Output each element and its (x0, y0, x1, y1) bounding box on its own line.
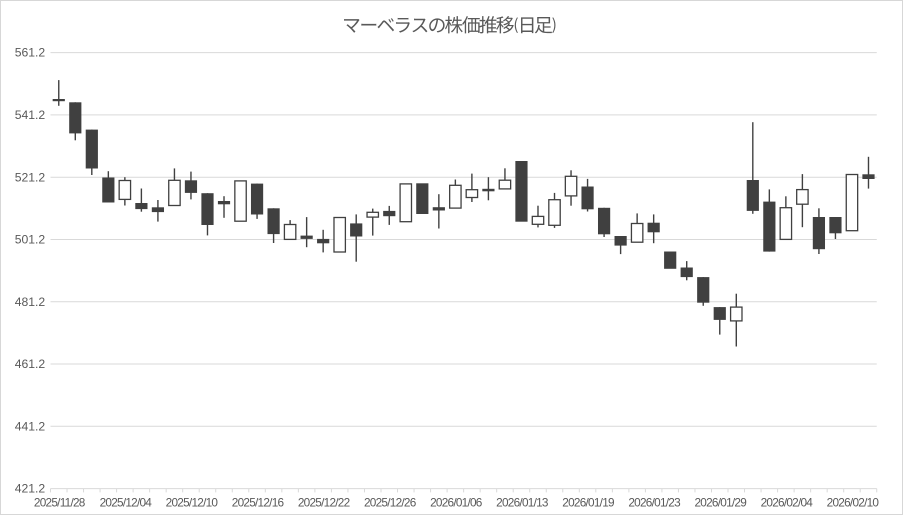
svg-text:461.2: 461.2 (15, 357, 46, 371)
svg-text:481.2: 481.2 (15, 295, 46, 309)
svg-text:2025/12/26: 2025/12/26 (364, 495, 417, 509)
svg-text:541.2: 541.2 (15, 108, 46, 122)
svg-text:2025/11/28: 2025/11/28 (34, 495, 86, 509)
svg-text:2026/01/06: 2026/01/06 (430, 495, 483, 509)
svg-text:2025/12/16: 2025/12/16 (232, 495, 285, 509)
svg-text:2026/01/29: 2026/01/29 (694, 495, 746, 509)
svg-text:2026/02/10: 2026/02/10 (827, 495, 880, 509)
svg-text:2025/12/10: 2025/12/10 (166, 495, 219, 509)
svg-text:561.2: 561.2 (15, 46, 46, 60)
svg-text:2025/12/22: 2025/12/22 (298, 495, 350, 509)
svg-text:2026/01/13: 2026/01/13 (496, 495, 549, 509)
svg-text:521.2: 521.2 (15, 170, 46, 184)
svg-text:501.2: 501.2 (15, 233, 46, 247)
svg-text:2026/01/23: 2026/01/23 (628, 495, 681, 509)
svg-text:2026/01/19: 2026/01/19 (562, 495, 614, 509)
svg-text:441.2: 441.2 (15, 419, 46, 433)
svg-text:421.2: 421.2 (15, 482, 46, 496)
svg-text:2025/12/04: 2025/12/04 (100, 495, 153, 509)
svg-text:2026/02/04: 2026/02/04 (761, 495, 814, 509)
